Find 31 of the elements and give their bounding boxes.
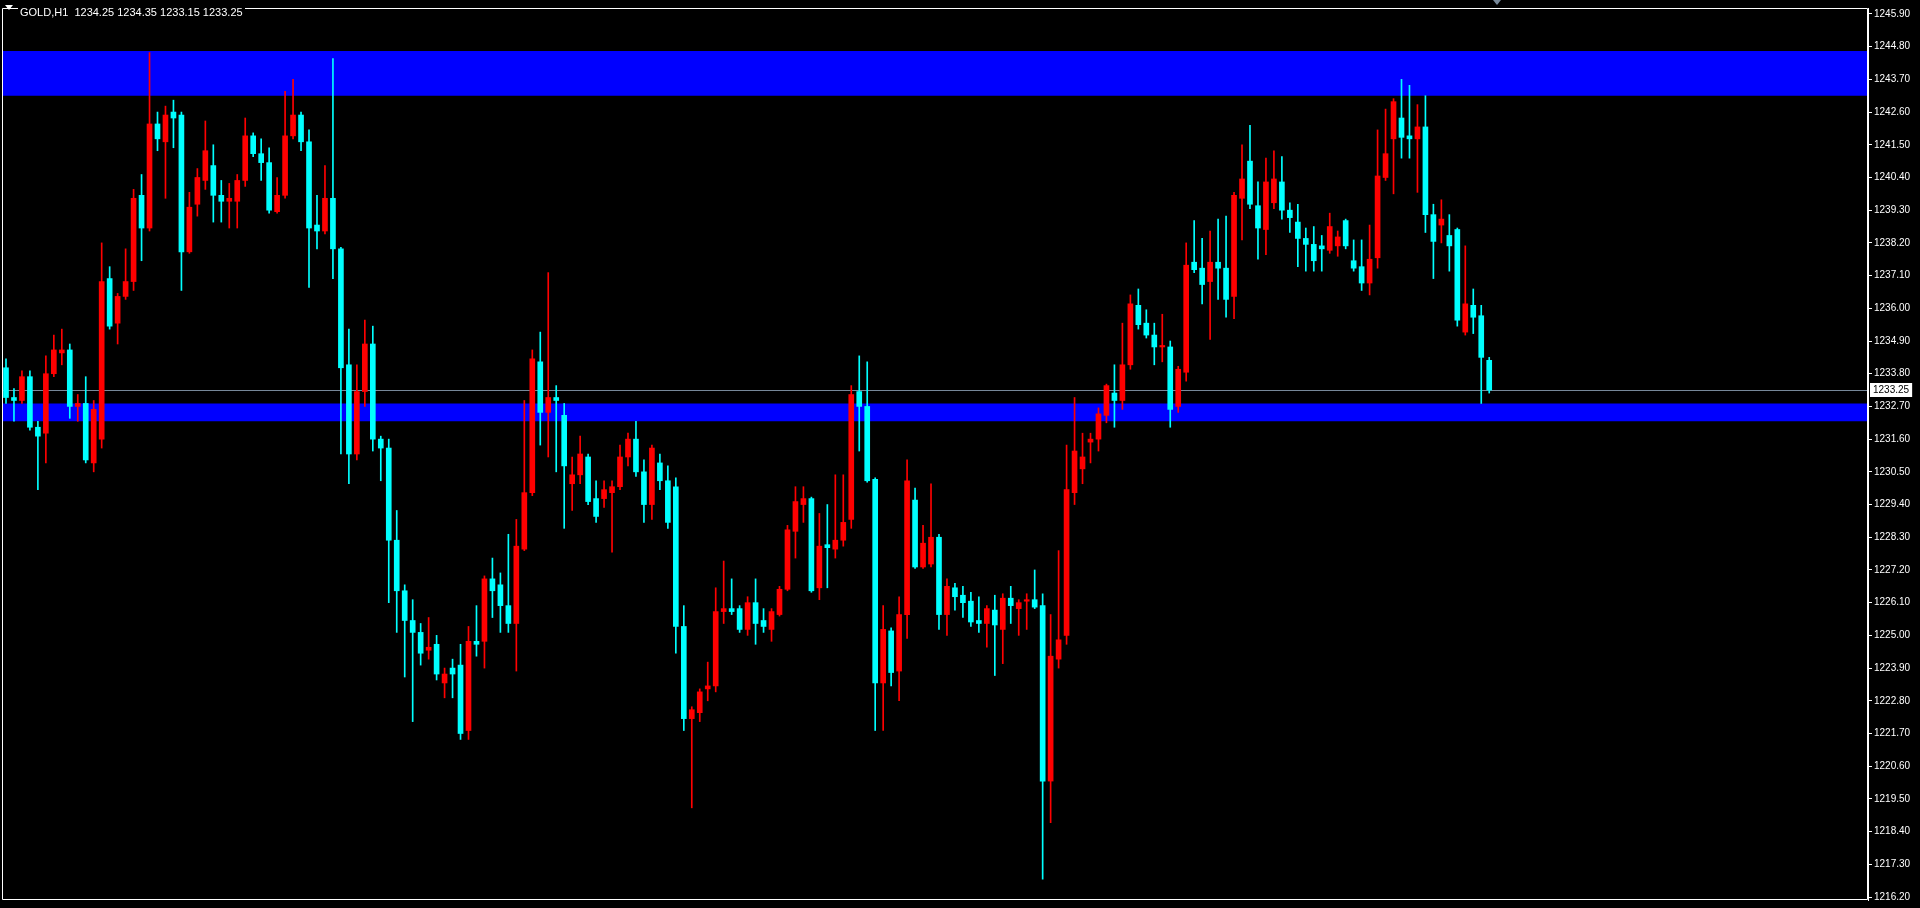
y-tick-label: 1233.80: [1874, 367, 1911, 379]
y-tick-label: 1216.20: [1874, 890, 1911, 902]
y-tick-label: 1238.20: [1874, 236, 1911, 248]
y-tick-label: 1244.80: [1874, 40, 1911, 52]
y-tick-label: 1223.90: [1874, 661, 1911, 673]
y-tick-label: 1243.70: [1874, 73, 1911, 85]
y-tick-label: 1237.10: [1874, 269, 1911, 281]
y-tick-label: 1241.50: [1874, 138, 1911, 150]
y-tick-label: 1242.60: [1874, 105, 1911, 117]
ref-line-label: 1233.25: [1873, 383, 1910, 395]
y-tick-label: 1228.30: [1874, 531, 1911, 542]
candlestick: [1023, 593, 1030, 630]
y-tick-label: 1231.60: [1874, 432, 1911, 444]
y-tick-label: 1236.00: [1874, 302, 1911, 314]
y-tick-label: 1245.90: [1874, 7, 1911, 19]
y-tick-label: 1222.80: [1874, 694, 1911, 706]
y-tick-label: 1227.20: [1874, 563, 1911, 575]
y-tick-label: 1226.10: [1874, 596, 1911, 608]
y-tick-label: 1230.50: [1874, 465, 1911, 477]
y-tick-label: 1217.30: [1874, 858, 1911, 870]
y-tick-label: 1221.70: [1874, 727, 1911, 739]
chart-title: GOLD,H1 1234.25 1234.35 1233.15 1233.25: [18, 5, 245, 19]
y-tick-label: 1225.00: [1874, 629, 1911, 641]
y-tick-label: 1234.90: [1874, 334, 1911, 346]
y-tick-label: 1240.40: [1874, 171, 1911, 183]
y-tick-label: 1239.30: [1874, 203, 1911, 215]
y-tick-label: 1229.40: [1874, 498, 1911, 510]
y-tick-label: 1232.70: [1874, 400, 1911, 412]
y-tick-label: 1219.50: [1874, 792, 1911, 804]
y-tick-label: 1218.40: [1874, 825, 1911, 837]
y-tick-label: 1220.60: [1874, 759, 1911, 771]
